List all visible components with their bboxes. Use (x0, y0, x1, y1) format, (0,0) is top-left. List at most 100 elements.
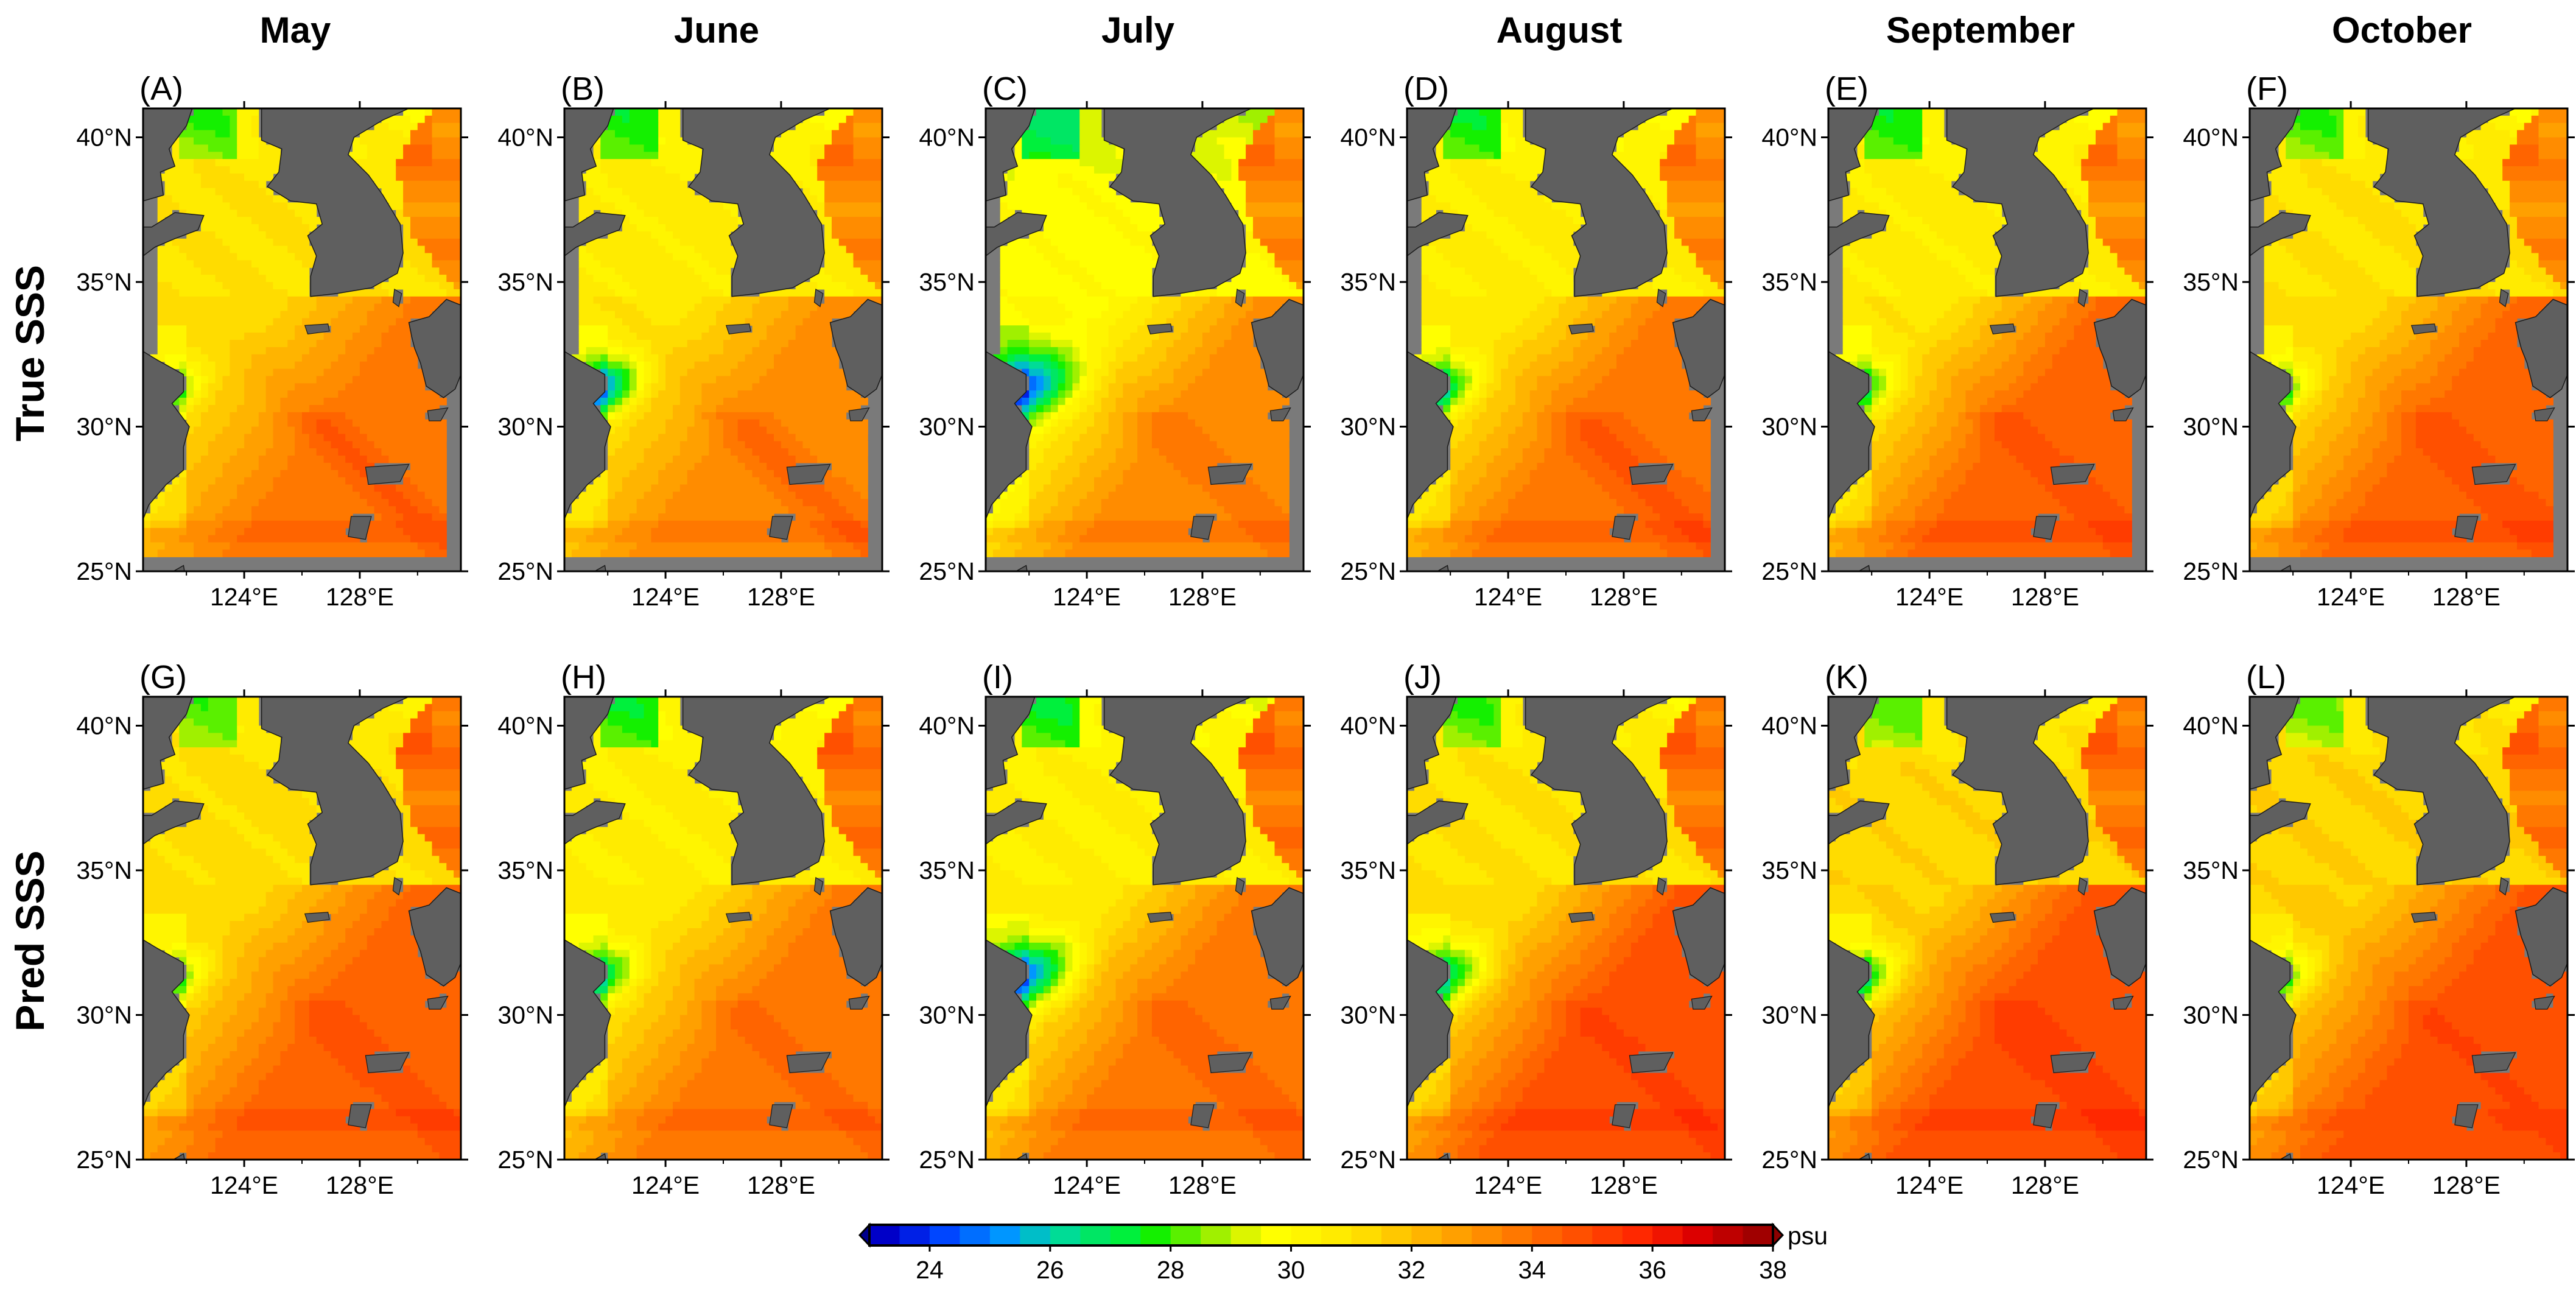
colorbar-swatch (1201, 1225, 1232, 1245)
colorbar-swatch (1110, 1225, 1141, 1245)
lon-tick-label: 128°E (747, 1171, 815, 1199)
lat-tick-label: 35°N (1761, 268, 1817, 296)
panel-d: 40°N 35°N 30°N 25°N 124°E 128°E (D) (1340, 71, 1732, 611)
lat-tick-label: 35°N (2183, 856, 2239, 884)
lat-tick-label: 30°N (1340, 413, 1396, 441)
colorbar-swatch (1140, 1225, 1171, 1245)
colorbar-swatch (1532, 1225, 1563, 1245)
land (1407, 697, 1725, 1160)
land (1828, 697, 2146, 1160)
lat-tick-label: 25°N (2183, 1146, 2239, 1174)
lat-tick-label: 25°N (497, 1146, 553, 1174)
colorbar-swatch (1321, 1225, 1352, 1245)
lat-tick-label: 25°N (76, 1146, 132, 1174)
panel-l: 40°N 35°N 30°N 25°N 124°E 128°E (L) (2183, 659, 2575, 1199)
colorbar-swatch (1501, 1225, 1533, 1245)
land (143, 697, 461, 1160)
lat-tick-label: 40°N (1340, 712, 1396, 740)
lat-tick-label: 35°N (497, 856, 553, 884)
land (2250, 108, 2567, 571)
lon-tick-label: 128°E (1590, 1171, 1658, 1199)
lat-tick-label: 30°N (76, 413, 132, 441)
lat-tick-label: 25°N (76, 557, 132, 585)
colorbar-tick-label: 38 (1759, 1256, 1787, 1284)
lat-tick-label: 35°N (1340, 856, 1396, 884)
colorbar-swatch (1020, 1225, 1051, 1245)
colorbar-swatch (869, 1225, 900, 1245)
lon-tick-label: 124°E (2317, 1171, 2385, 1199)
colorbar-frame (868, 1224, 1774, 1247)
lat-tick-label: 25°N (497, 557, 553, 585)
month-title-september: September (1886, 10, 2075, 51)
lon-tick-label: 124°E (631, 583, 700, 611)
lat-tick-label: 25°N (1761, 1146, 1817, 1174)
lat-tick-label: 35°N (1340, 268, 1396, 296)
salinity-map (2250, 697, 2567, 1160)
colorbar-tick-label: 24 (916, 1256, 944, 1284)
lat-tick-label: 35°N (919, 268, 975, 296)
panel-e: 40°N 35°N 30°N 25°N 124°E 128°E (E) (1761, 71, 2153, 611)
colorbar-swatch (1261, 1225, 1292, 1245)
month-title-october: October (2332, 10, 2472, 51)
panel-label: (H) (561, 659, 606, 696)
colorbar-tick-label: 30 (1277, 1256, 1305, 1284)
panel-h: 40°N 35°N 30°N 25°N 124°E 128°E (H) (497, 659, 890, 1199)
lat-tick-label: 40°N (1761, 124, 1817, 152)
lat-tick-label: 30°N (919, 413, 975, 441)
lat-tick-label: 30°N (1340, 1001, 1396, 1029)
lon-tick-label: 128°E (326, 583, 394, 611)
lon-tick-label: 124°E (210, 583, 278, 611)
colorbar-segments (869, 1225, 1774, 1245)
colorbar-swatch (1170, 1225, 1201, 1245)
panel-i: 40°N 35°N 30°N 25°N 124°E 128°E (I) (919, 659, 1311, 1199)
colorbar-swatch (1291, 1225, 1322, 1245)
lat-tick-label: 25°N (2183, 557, 2239, 585)
lon-tick-label: 128°E (1168, 1171, 1237, 1199)
row-title-pred: Pred SSS (7, 850, 52, 1031)
salinity-map (1407, 108, 1725, 571)
land (986, 697, 1304, 1160)
lat-tick-label: 30°N (2183, 1001, 2239, 1029)
colorbar-swatch (960, 1225, 991, 1245)
colorbar-swatch (1562, 1225, 1593, 1245)
month-title-july: July (1101, 10, 1175, 51)
colorbar-tick-label: 32 (1398, 1256, 1426, 1284)
month-title-may: May (260, 10, 331, 51)
colorbar-tick-label: 28 (1157, 1256, 1185, 1284)
lon-tick-label: 124°E (1474, 583, 1542, 611)
colorbar-swatch (1230, 1225, 1262, 1245)
salinity-map (1828, 697, 2146, 1160)
salinity-map (143, 697, 461, 1160)
colorbar: 24 26 28 30 32 34 36 38 psu (858, 1222, 1828, 1284)
panel-a: 40°N 35°N 30°N 25°N 124°E 128°E (A) (76, 71, 468, 611)
colorbar-swatch (1682, 1225, 1713, 1245)
land (564, 697, 882, 1160)
colorbar-tick-label: 34 (1518, 1256, 1546, 1284)
lon-tick-label: 128°E (2011, 1171, 2079, 1199)
lat-tick-label: 25°N (919, 1146, 975, 1174)
colorbar-swatch (1411, 1225, 1442, 1245)
lon-tick-label: 124°E (210, 1171, 278, 1199)
salinity-map (986, 108, 1304, 571)
panel-j: 40°N 35°N 30°N 25°N 124°E 128°E (J) (1340, 659, 1732, 1199)
month-title-june: June (674, 10, 759, 51)
lat-tick-label: 30°N (497, 413, 553, 441)
land (564, 108, 882, 571)
panel-b: 40°N 35°N 30°N 25°N 124°E 128°E (B) (497, 71, 890, 611)
panel-label: (F) (2246, 71, 2288, 107)
lat-tick-label: 40°N (76, 124, 132, 152)
lat-tick-label: 30°N (919, 1001, 975, 1029)
land (2250, 697, 2567, 1160)
colorbar-swatch (1050, 1225, 1081, 1245)
lon-tick-label: 128°E (1168, 583, 1237, 611)
colorbar-swatch (1381, 1225, 1413, 1245)
lat-tick-label: 30°N (1761, 1001, 1817, 1029)
colorbar-swatch (929, 1225, 961, 1245)
lon-tick-label: 128°E (747, 583, 815, 611)
lon-tick-label: 128°E (1590, 583, 1658, 611)
lat-tick-label: 40°N (2183, 124, 2239, 152)
colorbar-swatch (1351, 1225, 1382, 1245)
colorbar-swatch (1622, 1225, 1653, 1245)
